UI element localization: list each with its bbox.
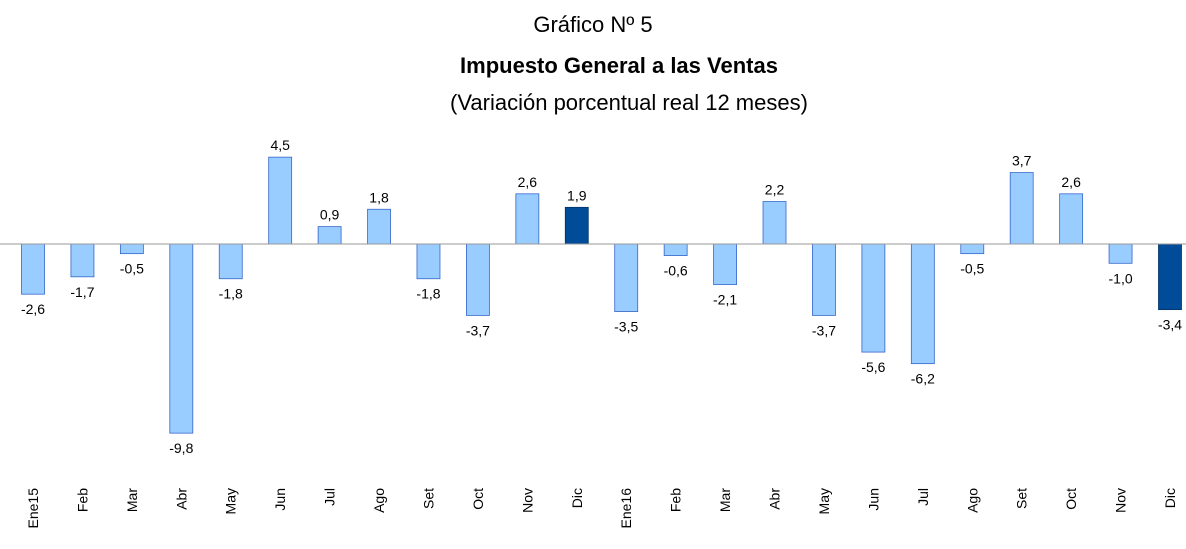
x-tick-label: Jul [322, 488, 338, 506]
bar [21, 243, 45, 295]
x-tick-label: Nov [519, 488, 535, 513]
bar [268, 156, 293, 245]
x-tick-label: Dic [1162, 488, 1178, 508]
x-tick-label: May [223, 488, 239, 514]
value-label: 2,6 [518, 174, 538, 190]
x-tick-label: Oct [1063, 488, 1079, 510]
x-tick-label: Abr [767, 488, 783, 510]
x-tick-label: Feb [668, 488, 684, 512]
x-tick-label: Ago [371, 488, 387, 513]
value-label: -3,5 [614, 319, 638, 335]
value-label: -0,6 [664, 263, 688, 279]
chart-subtitle: (Variación porcentual real 12 meses) [450, 90, 808, 115]
x-tick-label: May [816, 488, 832, 514]
bar [218, 243, 243, 280]
chart-subtitle: Impuesto General a las Ventas [460, 53, 778, 78]
value-label: 2,2 [765, 182, 785, 198]
value-label: 0,9 [320, 207, 340, 223]
value-label: 3,7 [1012, 153, 1032, 169]
bar [367, 208, 391, 245]
bar [960, 243, 985, 255]
x-tick-label: Set [1014, 488, 1030, 509]
x-tick-label: Abr [173, 488, 189, 510]
value-label: -0,5 [960, 261, 984, 277]
x-tick-label: Dic [569, 488, 585, 508]
value-label: -1,7 [70, 284, 94, 300]
value-label: -2,6 [21, 301, 45, 317]
bar [614, 243, 639, 312]
value-label: -5,6 [861, 359, 885, 375]
bar [713, 243, 737, 285]
value-label: 1,8 [369, 189, 389, 205]
x-tick-label: Oct [470, 488, 486, 510]
value-label: -1,0 [1109, 270, 1133, 286]
x-tick-label: Mar [717, 488, 733, 512]
x-tick-label: Jul [915, 488, 931, 506]
bar [416, 243, 441, 280]
bar [466, 243, 490, 316]
bar [515, 193, 540, 245]
x-tick-label: Ago [964, 488, 980, 513]
x-tick-label: Jun [272, 488, 288, 511]
value-label: -1,8 [219, 286, 243, 302]
value-label: 1,9 [567, 187, 587, 203]
bar [119, 243, 144, 255]
bar [317, 226, 342, 245]
bar [1009, 172, 1034, 245]
value-label: -3,7 [466, 322, 490, 338]
x-tick-label: Mar [124, 488, 140, 512]
bar [564, 206, 589, 245]
value-label: 2,6 [1061, 174, 1081, 190]
bar [812, 243, 836, 316]
bar [1059, 193, 1084, 245]
x-tick-label: Nov [1113, 488, 1129, 513]
bar [861, 243, 886, 353]
bar [663, 243, 688, 256]
bar [762, 201, 787, 245]
x-tick-label: Jun [865, 488, 881, 511]
bar [1108, 243, 1133, 264]
value-label: -9,8 [169, 440, 193, 456]
bar [1158, 243, 1182, 311]
bar [169, 243, 194, 434]
value-label: -1,8 [416, 286, 440, 302]
x-tick-label: Ene16 [618, 488, 634, 529]
x-tick-label: Set [420, 488, 436, 509]
x-tick-label: Feb [74, 488, 90, 512]
value-label: -6,2 [911, 371, 935, 387]
value-label: -2,1 [713, 292, 737, 308]
chart-title: Gráfico Nº 5 [533, 12, 652, 37]
value-label: 4,5 [270, 137, 290, 153]
value-label: -0,5 [120, 261, 144, 277]
bar [910, 243, 935, 365]
bar [70, 243, 95, 278]
value-label: -3,4 [1158, 317, 1182, 333]
x-tick-label: Ene15 [25, 488, 41, 529]
value-label: -3,7 [812, 322, 836, 338]
